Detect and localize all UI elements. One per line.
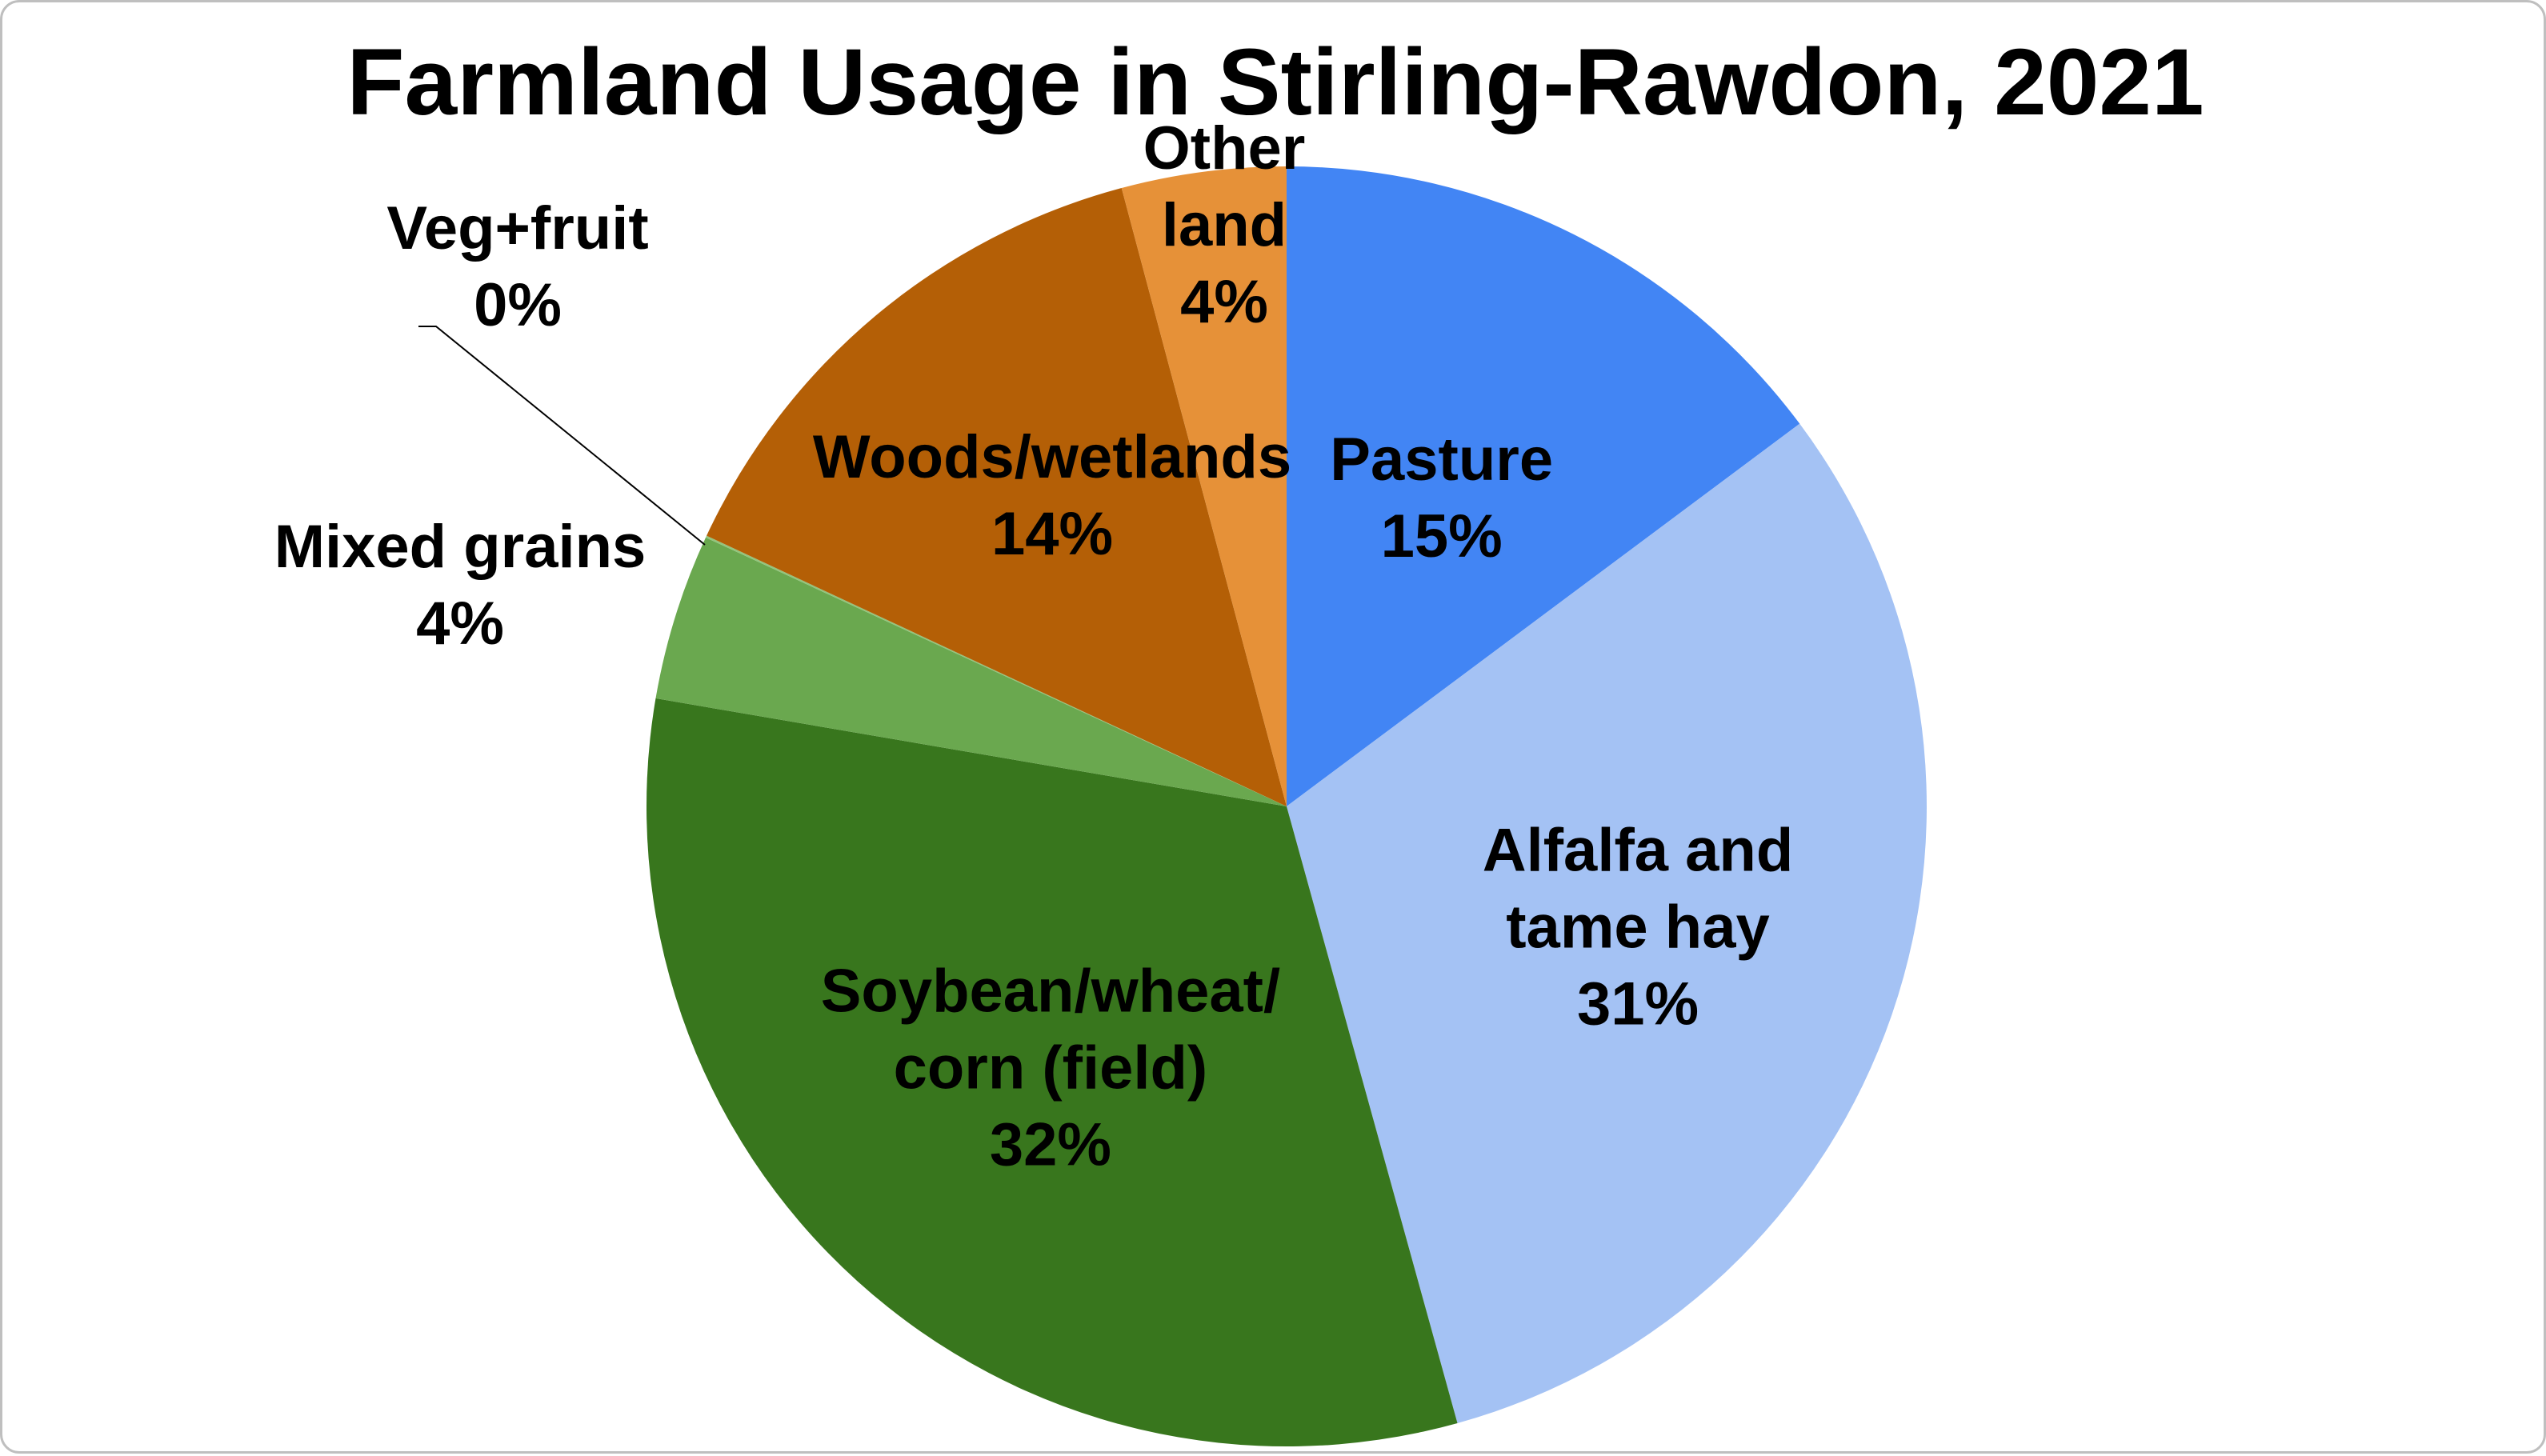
- slice-veg-fruit: [706, 535, 1287, 806]
- label-line: land: [1162, 191, 1287, 259]
- label-percent: 15%: [1381, 502, 1503, 570]
- label-percent: 4%: [1180, 268, 1268, 336]
- label-woods-wetlands: Woods/wetlands 14%: [813, 423, 1291, 568]
- label-line: Alfalfa and: [1483, 816, 1794, 884]
- label-percent: 31%: [1577, 970, 1699, 1038]
- slice-woods-wetlands: [707, 188, 1287, 807]
- label-other-land: Other land 4%: [1143, 114, 1306, 336]
- leader-line-veg-fruit: [418, 326, 706, 546]
- label-veg-fruit: Veg+fruit 0%: [386, 194, 648, 339]
- label-line: Veg+fruit: [386, 194, 648, 262]
- label-percent: 4%: [416, 590, 504, 658]
- label-line: Woods/wetlands: [813, 423, 1291, 491]
- slice-soybean-wheat-corn-field: [646, 698, 1458, 1447]
- label-line: tame hay: [1506, 893, 1770, 961]
- slice-alfalfa-and-tame-hay: [1287, 423, 1927, 1423]
- chart-title: Farmland Usage in Stirling-Rawdon, 2021: [346, 30, 2204, 135]
- slice-labels: Pasture 15% Alfalfa and tame hay 31% Soybean/…: [274, 114, 1794, 1178]
- label-mixed-grains: Mixed grains 4%: [274, 513, 647, 658]
- label-line: corn (field): [894, 1034, 1208, 1102]
- leader-lines: [418, 326, 706, 546]
- slice-other-land: [1121, 166, 1287, 806]
- label-line: Other: [1143, 114, 1306, 182]
- pie-slices: [646, 166, 1927, 1447]
- slice-pasture: [1287, 166, 1800, 806]
- label-line: Pasture: [1330, 426, 1553, 494]
- label-line: Soybean/wheat/: [821, 957, 1280, 1025]
- label-percent: 32%: [990, 1110, 1111, 1178]
- slice-mixed-grains: [655, 537, 1287, 806]
- label-percent: 14%: [991, 500, 1113, 568]
- label-percent: 0%: [474, 271, 562, 339]
- label-alfalfa-and-tame-hay: Alfalfa and tame hay 31%: [1483, 816, 1794, 1038]
- label-line: Mixed grains: [274, 513, 647, 581]
- label-soybean-wheat-corn-field: Soybean/wheat/corn (field) 32%: [821, 957, 1280, 1178]
- label-pasture: Pasture 15%: [1330, 426, 1553, 570]
